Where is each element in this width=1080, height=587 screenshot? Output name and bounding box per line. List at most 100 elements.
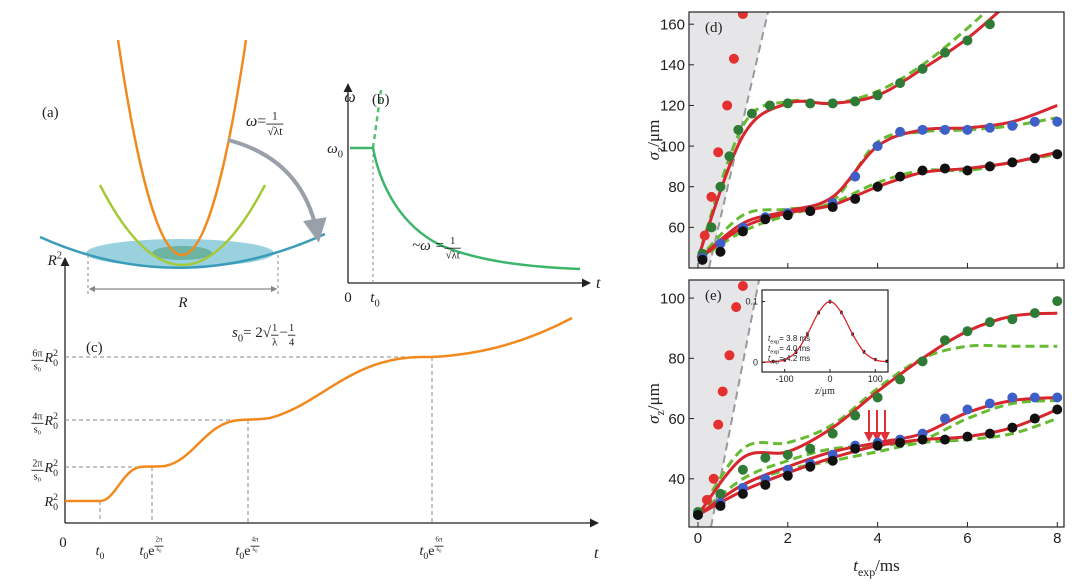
data-point [699, 230, 710, 241]
fit-line [697, 152, 1058, 262]
legend-entry: t exp = 4.0 ms [768, 344, 810, 355]
data-point [850, 171, 861, 182]
panel-label: (b) [372, 92, 390, 108]
data-point [939, 124, 950, 135]
data-point [1007, 392, 1018, 403]
panel-label: (a) [42, 105, 59, 121]
panel-a-drawing: (a) R [39, 39, 327, 311]
data-point [715, 181, 726, 192]
math-piece: = 2√ [243, 325, 272, 341]
data-point [962, 35, 973, 46]
math-piece: 0 [53, 358, 58, 369]
data-point [939, 335, 950, 346]
data-point [760, 479, 771, 490]
data-point [805, 98, 816, 109]
x-tick-label: 0 [694, 530, 702, 547]
math-piece: t [853, 556, 859, 575]
math-piece: t [596, 275, 601, 292]
x-tick-label: 100 [868, 374, 883, 384]
data-point [692, 509, 703, 520]
data-point [706, 191, 717, 202]
data-point [1007, 120, 1018, 131]
math-piece: 2 [53, 348, 58, 359]
math-piece: ω [344, 89, 355, 106]
math-piece: ω [327, 141, 338, 157]
data-point [1052, 116, 1063, 127]
data-point [1052, 392, 1063, 403]
data-point [872, 181, 883, 192]
y-tick-label: 60 [668, 220, 685, 237]
math-piece: s₀ [156, 545, 162, 553]
guides [65, 356, 433, 523]
omega-extension [371, 89, 383, 149]
mid-trap [98, 184, 267, 267]
plot [696, 12, 1063, 265]
fit-line [696, 12, 1001, 259]
fit-line [696, 311, 1058, 516]
math-piece: √λt [446, 249, 460, 261]
data-point [895, 374, 906, 385]
y-axis-label: σz/μm [644, 383, 667, 424]
math-piece: t [96, 544, 101, 559]
math-piece: 2 [53, 492, 58, 503]
math-piece: 0 [344, 290, 352, 306]
x-axis-label: z/μm [814, 386, 835, 397]
data-point [737, 226, 748, 237]
y-tick-label: 60 [668, 411, 685, 428]
math-piece: /ms [875, 556, 900, 575]
data-point [1007, 422, 1018, 433]
math-piece: − [279, 325, 287, 341]
data-point [827, 202, 838, 213]
math-piece: t [768, 354, 771, 363]
data-point [1029, 392, 1040, 403]
data-point [805, 443, 816, 454]
math-piece: t [235, 544, 240, 559]
r-label: R [177, 295, 187, 311]
math-piece: (e) [705, 288, 722, 304]
y-tick-label: 140 [660, 57, 685, 74]
plot [762, 299, 888, 364]
math-piece: = 3.8 ms [779, 334, 810, 343]
math-piece: 2π [32, 458, 42, 469]
x-tick-label: 6 [963, 530, 971, 547]
data-point [728, 53, 739, 64]
chart: 0 0.1 -100 0 100 [745, 289, 889, 384]
data-point [713, 147, 724, 158]
data-point [895, 126, 906, 137]
data-point [1029, 308, 1040, 319]
cloud-core [152, 246, 212, 260]
data-point [805, 206, 816, 217]
math-piece: (d) [705, 20, 723, 36]
data-point [715, 238, 726, 249]
math-piece: t [370, 290, 375, 306]
data-point [962, 165, 973, 176]
math-piece: σ [644, 151, 663, 160]
y-tick-label: 0 [753, 357, 758, 367]
data-point [715, 488, 726, 499]
math-piece: R [44, 414, 54, 429]
math-piece: R [44, 351, 54, 366]
math-piece: 2π [155, 536, 163, 544]
data-point [1029, 153, 1040, 164]
panel-label: (c) [86, 340, 103, 356]
math-label: t [594, 545, 599, 562]
y-tick-label: 100 [660, 290, 685, 307]
math-piece: e [428, 544, 434, 559]
math-piece: 0 [99, 551, 104, 562]
math-label: 0 [59, 535, 67, 551]
data-point [984, 122, 995, 133]
data-point [706, 222, 717, 233]
y-tick-label: 80 [668, 351, 685, 368]
data-point [1052, 404, 1063, 415]
data-point [782, 98, 793, 109]
data-point [760, 214, 771, 225]
data-point [872, 392, 883, 403]
data-point [701, 494, 712, 505]
data-point [717, 386, 728, 397]
data-point [895, 78, 906, 89]
math-piece: R [47, 253, 57, 269]
math-piece: exp [858, 565, 875, 579]
